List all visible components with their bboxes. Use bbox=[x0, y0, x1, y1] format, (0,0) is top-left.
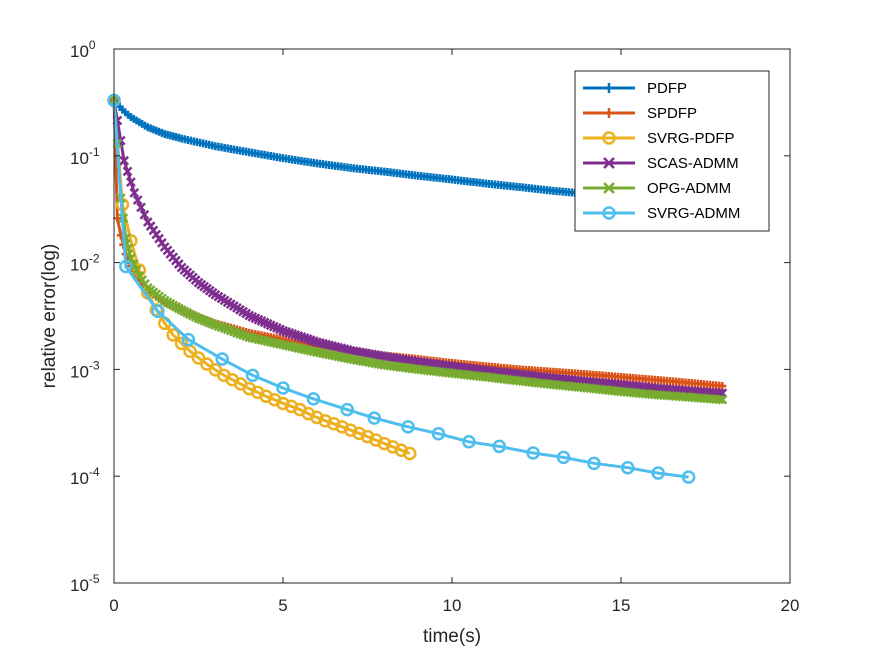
x-tick-label: 0 bbox=[109, 596, 118, 615]
data-point-opg-admm bbox=[714, 394, 725, 405]
series-layer bbox=[107, 93, 728, 484]
data-point-scas-admm bbox=[136, 202, 146, 213]
data-point-svrg-admm bbox=[276, 381, 290, 395]
y-tick-label: 10-1 bbox=[70, 145, 100, 168]
legend-item-opg-admm: OPG-ADMM bbox=[583, 180, 731, 197]
legend-marker bbox=[603, 157, 615, 169]
data-point-svrg-admm bbox=[462, 435, 476, 449]
data-point-svrg-admm bbox=[151, 304, 165, 319]
data-point-svrg-admm bbox=[119, 259, 133, 274]
y-axis-label: relative error(log) bbox=[39, 244, 60, 389]
data-point-svrg-admm bbox=[492, 439, 507, 454]
legend-marker bbox=[602, 206, 616, 220]
y-tick-label: 100 bbox=[70, 38, 96, 61]
data-point-svrg-pdfp bbox=[318, 414, 332, 428]
x-tick-label: 20 bbox=[781, 596, 800, 615]
legend-marker bbox=[602, 131, 616, 145]
data-point-svrg-admm bbox=[651, 466, 665, 480]
legend-item-svrg-admm: SVRG-ADMM bbox=[583, 205, 740, 222]
data-point-svrg-admm bbox=[340, 402, 354, 417]
legend-item-pdfp: PDFP bbox=[583, 80, 687, 97]
x-axis-label: time(s) bbox=[423, 626, 481, 647]
legend: PDFP SPDFP SVRG-PDFP SCAS-ADMM OPG-ADMM SVRG-… bbox=[574, 70, 770, 232]
legend-label: SVRG-ADMM bbox=[647, 205, 740, 222]
y-tick-label: 10-2 bbox=[70, 252, 100, 275]
legend-item-scas-admm: SCAS-ADMM bbox=[583, 155, 739, 172]
data-point-svrg-pdfp bbox=[191, 351, 206, 365]
data-point-scas-admm bbox=[139, 209, 150, 220]
y-tick-label: 10-4 bbox=[70, 465, 100, 488]
legend-label: OPG-ADMM bbox=[647, 180, 731, 197]
data-point-svrg-pdfp bbox=[403, 446, 417, 461]
legend-marker bbox=[604, 108, 614, 118]
data-point-svrg-pdfp bbox=[276, 396, 290, 411]
data-point-svrg-admm bbox=[401, 420, 415, 434]
x-tick-label: 15 bbox=[612, 596, 631, 615]
data-point-svrg-admm bbox=[306, 392, 321, 406]
series-opg-admm bbox=[109, 95, 728, 405]
y-tick-label: 10-3 bbox=[70, 358, 100, 381]
legend-item-svrg-pdfp: SVRG-PDFP bbox=[583, 130, 735, 147]
x-tick-label: 10 bbox=[443, 596, 462, 615]
data-point-scas-admm bbox=[129, 187, 140, 198]
legend-box bbox=[574, 70, 770, 232]
data-point-svrg-admm bbox=[215, 352, 229, 366]
series-svrg-admm bbox=[107, 93, 696, 484]
series-pdfp bbox=[110, 96, 727, 210]
data-point-svrg-admm bbox=[556, 450, 571, 465]
legend-marker bbox=[603, 182, 615, 194]
data-point-svrg-admm bbox=[526, 446, 540, 460]
data-point-svrg-admm bbox=[367, 411, 382, 425]
legend-label: PDFP bbox=[647, 80, 687, 97]
y-tick-label: 10-5 bbox=[70, 572, 100, 595]
data-point-svrg-admm bbox=[245, 368, 260, 383]
data-point-scas-admm bbox=[122, 166, 133, 177]
data-point-svrg-admm bbox=[681, 470, 696, 484]
legend-label: SCAS-ADMM bbox=[647, 155, 739, 172]
data-point-scas-admm bbox=[132, 195, 143, 206]
data-point-spdfp bbox=[113, 214, 122, 223]
legend-item-spdfp: SPDFP bbox=[583, 105, 697, 122]
data-point-svrg-pdfp bbox=[174, 336, 189, 351]
x-tick-label: 5 bbox=[278, 596, 287, 615]
data-point-svrg-admm bbox=[587, 456, 601, 471]
legend-label: SVRG-PDFP bbox=[647, 130, 735, 147]
data-point-svrg-admm bbox=[181, 332, 196, 347]
data-point-svrg-admm bbox=[431, 426, 446, 441]
legend-marker bbox=[604, 83, 614, 93]
data-point-scas-admm bbox=[126, 177, 136, 188]
data-point-opg-admm bbox=[131, 265, 142, 275]
data-point-scas-admm bbox=[119, 155, 130, 166]
data-point-opg-admm bbox=[717, 394, 728, 405]
legend-label: SPDFP bbox=[647, 105, 697, 122]
data-point-svrg-pdfp bbox=[166, 328, 180, 342]
data-point-svrg-admm bbox=[621, 460, 635, 475]
ticks-layer: 0 5 10 15 20 10-5 10-4 10-3 10-2 10-1 100 bbox=[70, 38, 799, 615]
